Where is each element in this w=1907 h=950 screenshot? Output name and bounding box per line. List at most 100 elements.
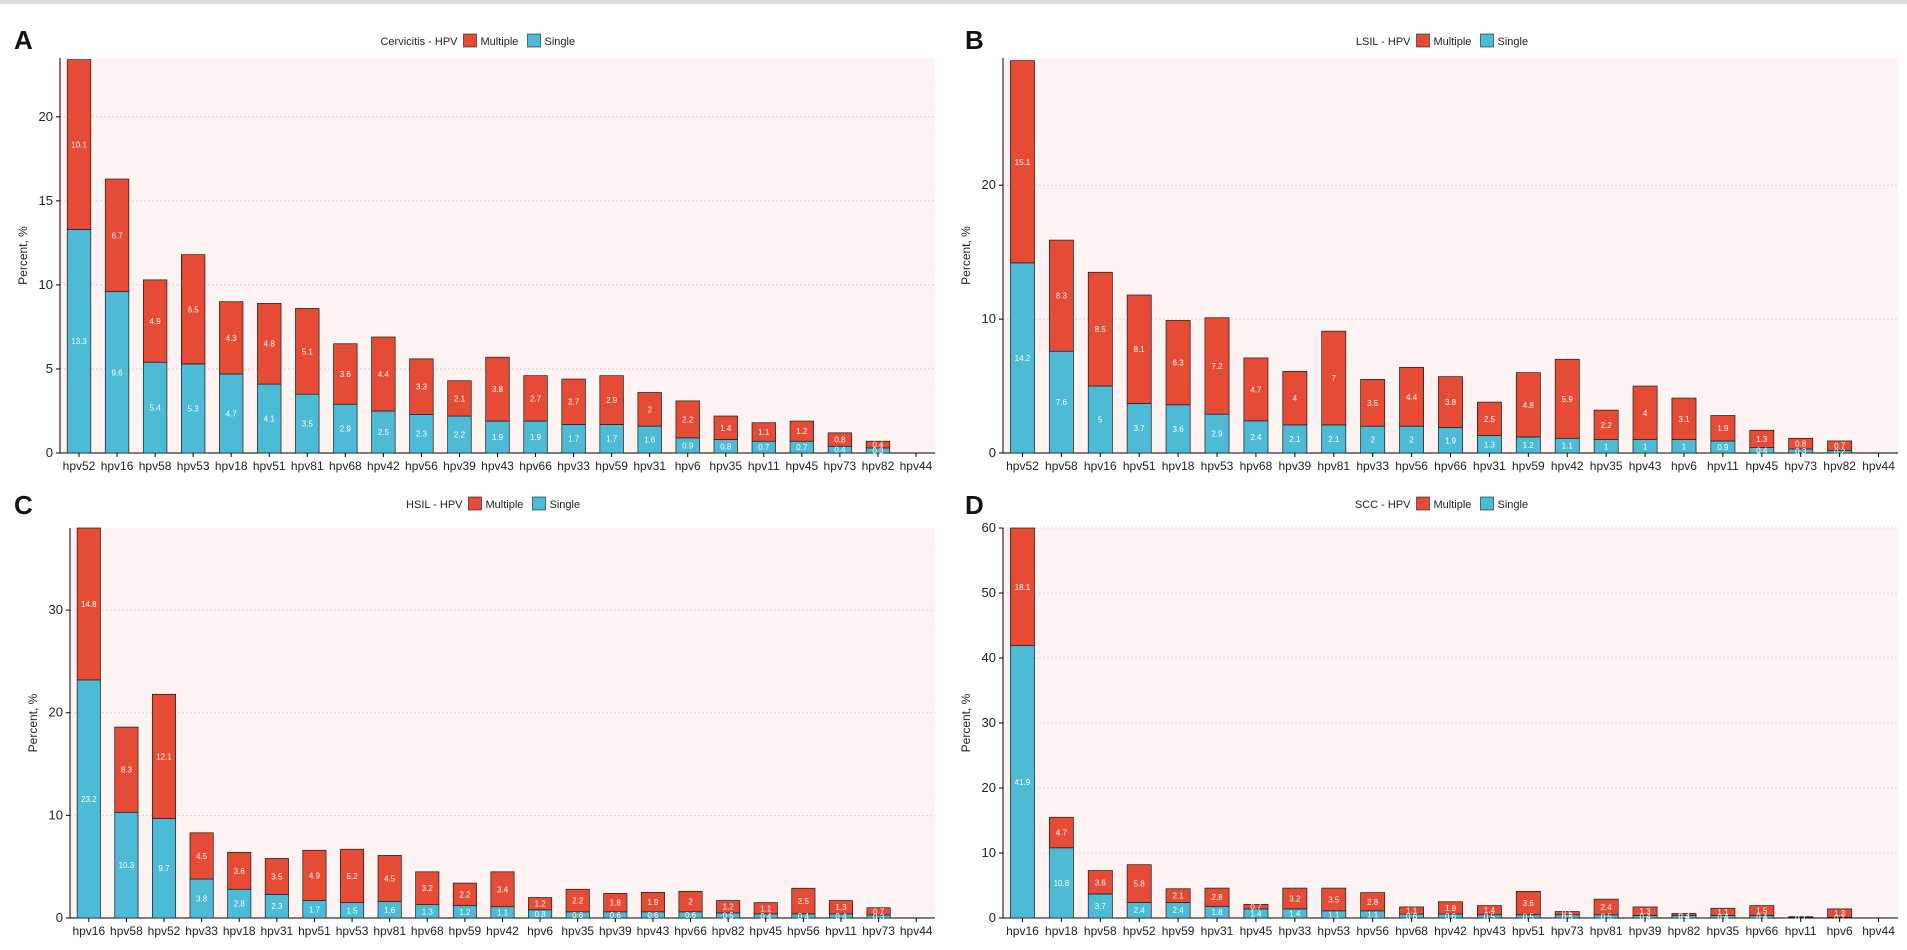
y-tick-label: 30 — [49, 602, 63, 617]
data-label-single: 0.3 — [872, 446, 884, 455]
bar-multiple — [791, 887, 816, 915]
bar-multiple — [377, 855, 402, 902]
legend-swatch-single — [527, 33, 541, 48]
bar-multiple — [828, 900, 853, 915]
x-tick-label: hpv18 — [1162, 459, 1195, 473]
data-label-multiple: 14.8 — [81, 600, 97, 609]
x-tick-label: hpv52 — [1123, 924, 1156, 938]
data-label-single: 0.5 — [1523, 912, 1535, 921]
x-tick-label: hpv59 — [1512, 459, 1545, 473]
x-tick-label: hpv53 — [177, 459, 210, 473]
x-tick-label: hpv35 — [1590, 459, 1623, 473]
y-tick-label: 15 — [39, 193, 53, 208]
data-label-single: 1.3 — [1484, 440, 1496, 449]
data-label-single: 10.3 — [119, 861, 135, 870]
y-axis-label: Percent, % — [26, 693, 40, 752]
bar-multiple — [599, 375, 624, 425]
bar-multiple — [1282, 887, 1308, 910]
data-label-multiple: 5.8 — [1134, 880, 1146, 889]
bar-multiple — [452, 882, 477, 907]
x-tick-label: hpv51 — [1123, 459, 1156, 473]
y-tick-label: 5 — [46, 361, 53, 376]
x-tick-label: hpv81 — [291, 459, 324, 473]
bar-multiple — [1749, 429, 1775, 448]
data-label-single: 0.5 — [1601, 912, 1613, 921]
legend-swatch-single — [1480, 496, 1494, 511]
data-label-multiple: 0.4 — [872, 441, 884, 450]
bar-multiple — [1165, 888, 1191, 903]
x-tick-label: hpv18 — [1045, 924, 1078, 938]
data-label-multiple: 1.1 — [1717, 908, 1729, 917]
data-label-single: 0.6 — [685, 911, 697, 920]
bar-multiple — [1710, 907, 1736, 916]
y-tick-label: 10 — [39, 277, 53, 292]
x-tick-label: hpv11 — [748, 459, 780, 473]
x-tick-label: hpv82 — [712, 924, 745, 938]
data-label-single: 2.1 — [1328, 435, 1340, 444]
x-tick-label: hpv81 — [373, 924, 406, 938]
data-label-multiple: 1.4 — [1484, 906, 1496, 915]
bar-multiple — [333, 343, 358, 405]
y-tick-label: 20 — [49, 705, 63, 720]
data-label-multiple: 2 — [647, 405, 652, 414]
data-label-single: 0.4 — [1756, 446, 1768, 455]
data-label-single: 2.4 — [1250, 433, 1262, 442]
bar-multiple — [1515, 372, 1541, 438]
legend-label-multiple: Multiple — [481, 36, 519, 48]
data-label-multiple: 1.3 — [1756, 435, 1768, 444]
data-label-multiple: 1.3 — [835, 903, 847, 912]
data-label-single: 1 — [1604, 442, 1609, 451]
bar-multiple — [751, 422, 776, 442]
data-label-single: 7.6 — [1056, 398, 1068, 407]
data-label-single: 14.2 — [1015, 354, 1031, 363]
x-tick-label: hpv6 — [675, 459, 701, 473]
data-label-multiple: 1.1 — [760, 904, 772, 913]
panel-a: 0 5 10 15 20 Percent, % 13.3 10.1 hpv52 9.6 6.7 hpv… — [14, 25, 935, 473]
data-label-single: 1 — [1643, 442, 1648, 451]
x-tick-label: hpv44 — [900, 924, 933, 938]
data-label-single: 0.4 — [1756, 913, 1768, 922]
y-tick-label: 0 — [46, 445, 53, 460]
data-label-single: 0.4 — [1678, 913, 1690, 922]
data-label-multiple: 1.9 — [1717, 424, 1729, 433]
data-label-multiple: 4.7 — [1056, 829, 1068, 838]
data-label-single: 0.5 — [1562, 912, 1574, 921]
data-label-single: 9.6 — [112, 368, 124, 377]
data-label-single: 1.5 — [347, 906, 359, 915]
x-tick-label: hpv42 — [486, 924, 519, 938]
x-tick-label: hpv66 — [674, 924, 707, 938]
data-label-single: 2.3 — [416, 430, 428, 439]
bar-single — [1282, 424, 1308, 454]
data-label-multiple: 4.5 — [196, 852, 208, 861]
data-label-single: 0.5 — [723, 911, 735, 920]
x-tick-label: hpv58 — [1084, 924, 1117, 938]
bar-multiple — [1360, 892, 1386, 912]
legend-label-single: Single — [545, 36, 576, 48]
data-label-single: 0.7 — [758, 443, 770, 452]
data-label-multiple: 3.8 — [492, 385, 504, 394]
data-label-multiple: 0.7 — [1834, 442, 1846, 451]
bar-multiple — [181, 254, 206, 365]
legend-swatch-single — [1480, 33, 1494, 48]
data-label-single: 3.7 — [1095, 902, 1107, 911]
data-label-single: 2.4 — [1173, 906, 1185, 915]
data-label-single: 3.6 — [1173, 425, 1185, 434]
legend-label-single: Single — [1498, 499, 1529, 511]
bar-multiple — [1671, 913, 1697, 916]
data-label-multiple: 0.7 — [873, 907, 885, 916]
bar-multiple — [1827, 440, 1853, 451]
data-label-single: 1.4 — [1250, 909, 1262, 918]
bar-single — [1010, 262, 1035, 454]
x-tick-label: hpv42 — [1434, 924, 1467, 938]
data-label-multiple: 1.9 — [647, 898, 659, 907]
y-tick-label: 20 — [982, 780, 996, 795]
data-label-single: 13.3 — [71, 337, 87, 346]
data-label-multiple: 8.3 — [121, 766, 133, 775]
x-tick-label: hpv52 — [63, 459, 96, 473]
bar-multiple — [603, 893, 628, 913]
x-tick-label: hpv18 — [215, 459, 248, 473]
x-tick-label: hpv43 — [481, 459, 514, 473]
x-tick-label: hpv56 — [787, 924, 820, 938]
data-label-single: 4.7 — [226, 410, 238, 419]
x-tick-label: hpv31 — [1201, 924, 1234, 938]
